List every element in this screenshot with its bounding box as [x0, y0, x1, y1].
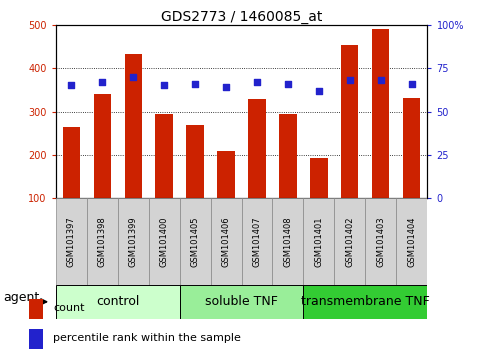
Point: [98, 79, 106, 85]
Text: GSM101406: GSM101406: [222, 216, 230, 267]
FancyBboxPatch shape: [303, 285, 427, 319]
Point: [346, 78, 354, 83]
Text: soluble TNF: soluble TNF: [205, 295, 278, 308]
FancyBboxPatch shape: [242, 198, 272, 285]
Text: agent: agent: [3, 291, 39, 304]
Text: GSM101401: GSM101401: [314, 216, 324, 267]
FancyBboxPatch shape: [56, 285, 180, 319]
Text: GSM101400: GSM101400: [159, 216, 169, 267]
Point: [377, 78, 385, 83]
Text: GSM101399: GSM101399: [128, 216, 138, 267]
FancyBboxPatch shape: [303, 198, 334, 285]
Point: [408, 81, 416, 87]
Bar: [156, 114, 172, 198]
Bar: [29, 298, 43, 319]
Point: [253, 79, 261, 85]
Bar: [311, 158, 327, 198]
Point: [67, 82, 75, 88]
Point: [129, 74, 137, 80]
FancyBboxPatch shape: [180, 198, 211, 285]
Bar: [94, 94, 111, 198]
Bar: [186, 125, 203, 198]
Text: transmembrane TNF: transmembrane TNF: [301, 295, 430, 308]
Point: [160, 82, 168, 88]
FancyBboxPatch shape: [211, 198, 242, 285]
FancyBboxPatch shape: [117, 198, 149, 285]
FancyBboxPatch shape: [272, 198, 303, 285]
Point: [284, 81, 292, 87]
FancyBboxPatch shape: [366, 198, 397, 285]
FancyBboxPatch shape: [397, 198, 427, 285]
Text: GSM101404: GSM101404: [408, 216, 416, 267]
FancyBboxPatch shape: [86, 198, 117, 285]
Text: GSM101403: GSM101403: [376, 216, 385, 267]
Point: [191, 81, 199, 87]
Bar: [125, 54, 142, 198]
Title: GDS2773 / 1460085_at: GDS2773 / 1460085_at: [161, 10, 322, 24]
FancyBboxPatch shape: [149, 198, 180, 285]
Bar: [280, 114, 297, 198]
Bar: [29, 329, 43, 349]
Text: GSM101398: GSM101398: [98, 216, 107, 267]
Text: GSM101408: GSM101408: [284, 216, 293, 267]
Bar: [248, 99, 266, 198]
FancyBboxPatch shape: [334, 198, 366, 285]
Bar: [217, 150, 235, 198]
FancyBboxPatch shape: [180, 285, 303, 319]
Text: percentile rank within the sample: percentile rank within the sample: [53, 333, 241, 343]
FancyBboxPatch shape: [56, 198, 86, 285]
Text: control: control: [96, 295, 139, 308]
Text: count: count: [53, 303, 85, 313]
Bar: [372, 29, 389, 198]
Bar: [62, 127, 80, 198]
Text: GSM101405: GSM101405: [190, 216, 199, 267]
Bar: [341, 45, 358, 198]
Text: GSM101407: GSM101407: [253, 216, 261, 267]
Text: GSM101397: GSM101397: [67, 216, 75, 267]
Text: GSM101402: GSM101402: [345, 216, 355, 267]
Bar: [403, 98, 421, 198]
Point: [222, 84, 230, 90]
Point: [315, 88, 323, 93]
